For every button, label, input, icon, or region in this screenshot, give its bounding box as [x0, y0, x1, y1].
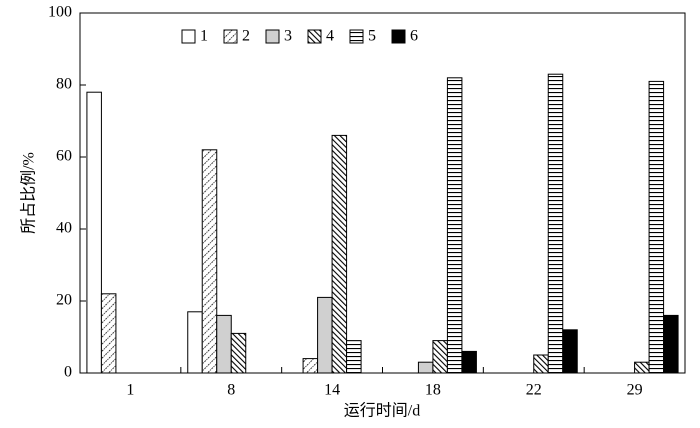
bar	[663, 314, 679, 374]
y-tick-label: 60	[56, 148, 72, 165]
x-tick-label: 18	[425, 382, 441, 399]
bar	[187, 311, 203, 374]
x-tick-label: 29	[627, 382, 643, 399]
y-tick-label: 0	[64, 364, 72, 381]
bar	[317, 296, 333, 374]
bar	[461, 350, 477, 374]
bar	[446, 77, 463, 374]
bar	[230, 332, 247, 374]
bar	[346, 340, 362, 374]
bar	[201, 149, 218, 374]
legend-swatch	[349, 29, 364, 44]
y-tick-label: 20	[56, 292, 72, 309]
plot-frame	[79, 12, 686, 374]
y-axis-label: 所占比例/%	[20, 152, 38, 234]
x-axis-label: 运行时间/d	[344, 402, 420, 420]
bar	[547, 73, 564, 374]
bar	[86, 91, 102, 374]
x-tick-label: 1	[126, 382, 134, 399]
x-tick-label: 14	[324, 382, 340, 399]
y-tick-label: 100	[48, 4, 72, 21]
bar	[417, 361, 434, 374]
bar	[634, 361, 650, 374]
y-tick-label: 80	[56, 76, 72, 93]
x-tick-label: 22	[526, 382, 542, 399]
legend-label: 5	[368, 28, 376, 45]
bar	[562, 329, 578, 374]
legend-swatch	[391, 29, 406, 44]
x-tick-label: 8	[227, 382, 235, 399]
legend-swatch	[181, 29, 196, 44]
legend-label: 1	[200, 28, 208, 45]
bar	[100, 293, 117, 374]
bar	[302, 358, 319, 374]
bar	[432, 340, 448, 374]
legend-swatch	[265, 29, 280, 44]
bar	[216, 314, 232, 374]
legend-label: 2	[242, 28, 250, 45]
legend-label: 6	[410, 28, 418, 45]
legend-label: 4	[326, 28, 334, 45]
bar	[533, 354, 549, 374]
bar	[648, 80, 665, 374]
legend-swatch	[223, 29, 238, 44]
bar	[331, 134, 348, 374]
legend-swatch	[307, 29, 322, 44]
y-tick-label: 40	[56, 220, 72, 237]
legend-label: 3	[284, 28, 292, 45]
